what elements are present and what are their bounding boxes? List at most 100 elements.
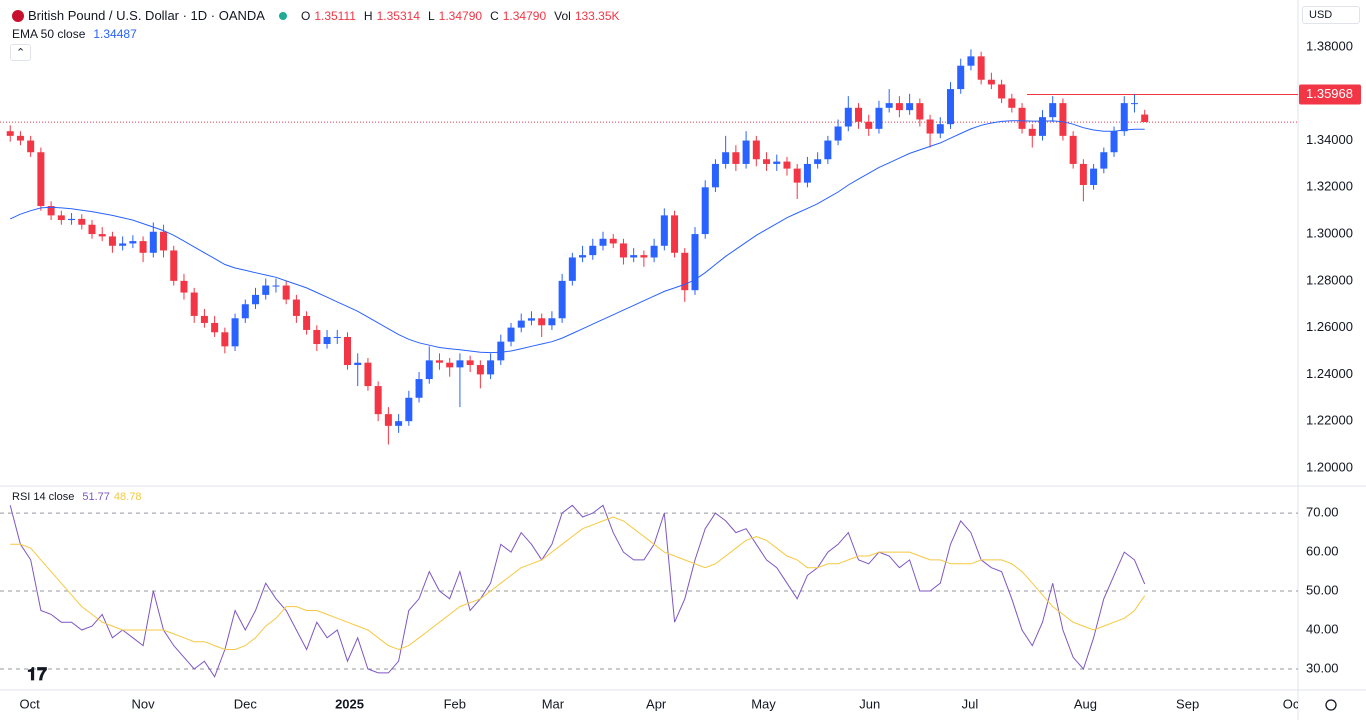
candle-body	[343, 336, 351, 366]
candle-body	[1110, 131, 1118, 153]
candle-body	[190, 292, 198, 316]
candle-body	[200, 315, 208, 323]
candle-body	[742, 140, 750, 164]
rsi-tick-label: 60.00	[1306, 544, 1339, 559]
ohlc-key: C	[490, 8, 499, 23]
candle-body	[374, 386, 382, 415]
candle-body	[548, 318, 556, 326]
ema-line	[9, 120, 1145, 354]
time-tick-label: May	[751, 696, 776, 711]
candle-body	[906, 103, 914, 111]
ohlc-value: 1.35314	[376, 8, 420, 23]
time-tick-label: Jul	[962, 696, 979, 711]
candle-body	[507, 327, 515, 342]
candle-body	[37, 152, 45, 207]
candle-body	[579, 255, 587, 258]
time-tick-label: Nov	[132, 696, 156, 711]
symbol-title: British Pound / U.S. Dollar · 1D · OANDA	[28, 8, 265, 23]
candle-body	[1018, 107, 1026, 129]
candle-body	[446, 362, 454, 368]
candle-body	[732, 152, 740, 164]
plot-area	[0, 49, 1298, 678]
candle-body	[303, 315, 311, 330]
ema-value: 1.34487	[93, 27, 137, 41]
ohlc-value: 1.34790	[438, 8, 483, 23]
time-tick-label: Sep	[1176, 696, 1199, 711]
candle-body	[630, 255, 638, 258]
time-tick-label: Oct	[20, 696, 41, 711]
candle-body	[78, 218, 86, 225]
candle-body	[68, 218, 76, 221]
candle-body	[16, 135, 24, 141]
price-tick-label: 1.30000	[1306, 226, 1353, 241]
candle-body	[384, 414, 392, 426]
candle-body	[323, 336, 331, 344]
candle-body	[967, 56, 975, 66]
candle-body	[57, 215, 65, 221]
hline-price-tag	[1299, 84, 1361, 105]
time-tick-label: Oct	[1283, 696, 1304, 711]
rsi-tick-label: 30.00	[1306, 660, 1339, 675]
candle-body	[834, 126, 842, 141]
ema-legend: EMA 50 close 1.34487	[12, 27, 137, 41]
time-tick-label: Dec	[234, 696, 258, 711]
candle-body	[1038, 117, 1046, 136]
candle-body	[211, 322, 219, 333]
time-tick-label: Feb	[444, 696, 466, 711]
price-tick-label: 1.32000	[1306, 179, 1353, 194]
candle-body	[803, 163, 811, 183]
candle-body	[875, 107, 883, 129]
candle-body	[88, 224, 96, 235]
candle-body	[149, 231, 157, 253]
candle-body	[333, 336, 341, 338]
candle-body	[844, 107, 852, 127]
candle-body	[824, 140, 832, 160]
rsi-legend: RSI 14 close 51.77 48.78	[12, 491, 141, 503]
candle-body	[27, 140, 35, 153]
rsi-tick-label: 40.00	[1306, 621, 1339, 636]
candle-body	[241, 304, 249, 319]
rsi-line	[9, 504, 1146, 678]
candle-body	[926, 119, 934, 134]
candle-body	[466, 360, 474, 366]
candle-body	[415, 379, 423, 398]
rsi-line	[10, 516, 1146, 651]
candle-body	[650, 245, 658, 258]
candle-body	[170, 250, 178, 281]
candle-body	[252, 294, 260, 305]
vol-key: Vol	[554, 8, 571, 23]
flag-icon	[12, 9, 24, 22]
candle-body	[619, 243, 627, 258]
price-tick-label: 1.34000	[1306, 132, 1353, 147]
time-tick-label: Aug	[1074, 696, 1097, 711]
candle-body	[691, 234, 699, 291]
candle-body	[180, 280, 188, 293]
ema-name: EMA 50 close	[12, 27, 86, 41]
candle-body	[783, 161, 791, 169]
candle-body	[895, 103, 903, 111]
candle-body	[1069, 135, 1077, 164]
symbol-legend: British Pound / U.S. Dollar · 1D · OANDA…	[12, 8, 620, 23]
candle-body	[139, 241, 147, 253]
candle-body	[998, 84, 1006, 99]
candle-body	[763, 159, 771, 164]
candle-body	[231, 318, 239, 347]
currency-button[interactable]: USD	[1302, 6, 1360, 24]
tv-logo: 𝟏𝟕	[27, 664, 47, 684]
rsi-tick-label: 50.00	[1306, 582, 1339, 597]
collapse-button[interactable]: ⌃	[10, 44, 32, 61]
candle-body	[476, 365, 484, 375]
candle-body	[272, 285, 280, 287]
candle-body	[108, 236, 116, 246]
candle-body	[701, 187, 709, 235]
candle-body	[947, 89, 955, 125]
time-tick-label: 2025	[335, 696, 364, 711]
hline-price-label: 1.35968	[1306, 86, 1353, 101]
candle-body	[405, 397, 413, 422]
candle-body	[793, 168, 801, 183]
candle-body	[221, 332, 229, 347]
time-tick-label: Apr	[646, 696, 667, 711]
settings-icon[interactable]	[1325, 699, 1337, 711]
time-tick-label: Jun	[859, 696, 880, 711]
